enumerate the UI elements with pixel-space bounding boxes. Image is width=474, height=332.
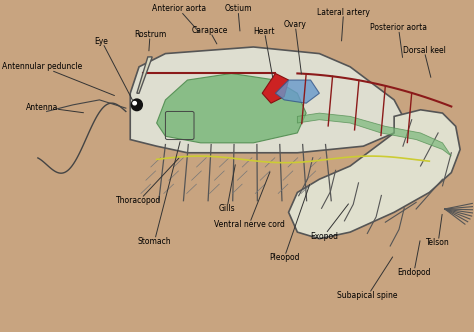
Text: Eye: Eye bbox=[95, 37, 132, 100]
Polygon shape bbox=[289, 110, 460, 239]
Text: Carapace: Carapace bbox=[191, 26, 228, 44]
Text: Thoracopod: Thoracopod bbox=[117, 158, 179, 205]
Text: Ovary: Ovary bbox=[284, 20, 307, 74]
Text: Subapical spine: Subapical spine bbox=[337, 257, 398, 300]
Text: Pleopod: Pleopod bbox=[269, 185, 310, 262]
Text: Antenna: Antenna bbox=[26, 103, 83, 113]
Text: Dorsal keel: Dorsal keel bbox=[402, 46, 446, 77]
Polygon shape bbox=[130, 47, 403, 153]
Text: Ventral nerve cord: Ventral nerve cord bbox=[214, 172, 284, 229]
Ellipse shape bbox=[133, 102, 137, 105]
Text: Rostrum: Rostrum bbox=[134, 30, 166, 51]
Ellipse shape bbox=[131, 99, 142, 111]
Text: Antennular peduncle: Antennular peduncle bbox=[2, 62, 114, 96]
Text: Ostium: Ostium bbox=[224, 4, 252, 31]
Text: Posterior aorta: Posterior aorta bbox=[370, 23, 427, 57]
Text: Endopod: Endopod bbox=[397, 241, 431, 277]
Polygon shape bbox=[137, 57, 152, 93]
Text: Heart: Heart bbox=[254, 27, 275, 77]
Text: Exopod: Exopod bbox=[310, 204, 348, 241]
Polygon shape bbox=[262, 73, 289, 103]
Text: Telson: Telson bbox=[426, 214, 450, 247]
Text: Gills: Gills bbox=[219, 165, 235, 213]
Polygon shape bbox=[297, 113, 451, 156]
Polygon shape bbox=[156, 73, 306, 143]
Polygon shape bbox=[275, 80, 319, 103]
Text: Stomach: Stomach bbox=[137, 141, 180, 246]
Text: Lateral artery: Lateral artery bbox=[317, 8, 370, 41]
Text: Anterior aorta: Anterior aorta bbox=[152, 4, 206, 32]
